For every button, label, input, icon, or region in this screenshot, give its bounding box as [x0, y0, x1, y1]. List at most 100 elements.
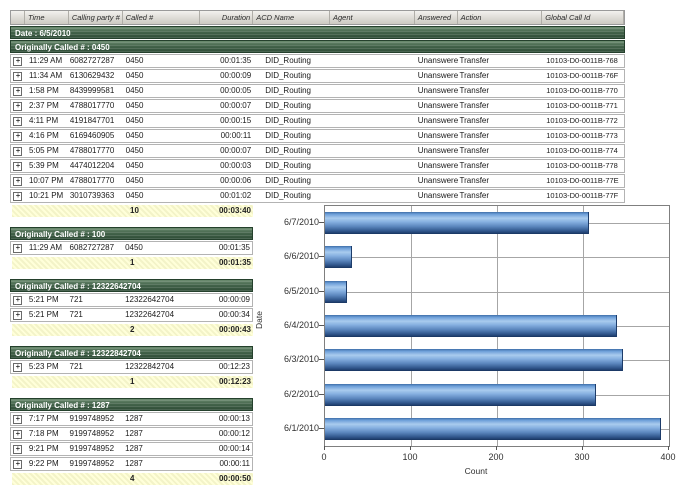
summary-total-duration: 00:00:50 [218, 474, 251, 483]
count-by-date-chart: Count Date 6/7/2010 6/6/2010 6/5/2010 6/4/2… [245, 200, 676, 485]
summary-row: 10 00:03:40 [12, 205, 253, 217]
expand-cell: + [11, 428, 25, 440]
expand-cell: + [11, 55, 25, 67]
column-header-agent: Agent [330, 11, 415, 24]
cell-agent [330, 130, 415, 142]
cell-agent [330, 115, 415, 127]
x-tick-label: 400 [660, 452, 676, 462]
expand-cell: + [11, 100, 25, 112]
expand-row-button[interactable]: + [13, 56, 23, 66]
summary-row: 2 00:00:43 [12, 324, 253, 336]
expand-row-button[interactable]: + [13, 362, 23, 372]
expand-row-button[interactable]: + [13, 295, 23, 305]
expand-cell: + [11, 443, 25, 455]
y-tick-label: 6/5/2010 [283, 285, 319, 296]
cell-agent [330, 55, 415, 67]
expand-cell: + [11, 190, 25, 202]
cell-action: Transfer [459, 116, 490, 125]
cell-action: Transfer [459, 86, 490, 95]
expand-row-button[interactable]: + [13, 191, 23, 201]
cell-acd-name: DID_Routing [265, 161, 312, 170]
call-report-table: Time Calling party # Called # Duration ACD N… [10, 10, 625, 485]
summary-row: 1 00:01:35 [12, 257, 253, 269]
cell-calling-party: 6082727287 [69, 243, 115, 252]
table-header-row: Time Calling party # Called # Duration ACD N… [10, 10, 625, 25]
cell-duration: 00:00:09 [218, 295, 250, 304]
cell-time: 4:11 PM [28, 116, 59, 125]
cell-time: 4:16 PM [28, 131, 59, 140]
expand-row-button[interactable]: + [13, 146, 23, 156]
summary-count: 2 [130, 325, 135, 334]
sub-group-section: Originally Called # : 100 +11:29 AM 608272… [10, 227, 253, 269]
cell-calling-party: 6082727287 [69, 56, 115, 65]
expand-row-button[interactable]: + [13, 116, 23, 126]
expand-row-button[interactable]: + [13, 71, 23, 81]
sub-group-section: Originally Called # : 12322642704 +5:21 P… [10, 279, 253, 336]
cell-agent [330, 100, 415, 112]
expand-cell: + [11, 294, 25, 306]
cell-time: 7:18 PM [28, 429, 59, 438]
summary-total-duration: 00:00:43 [218, 325, 251, 334]
originally-called-group-header: Originally Called # : 1287 [10, 398, 253, 411]
expand-row-button[interactable]: + [13, 414, 23, 424]
bar-6-7-2010 [325, 212, 590, 235]
cell-acd-name: DID_Routing [265, 86, 312, 95]
cell-time: 1:58 PM [28, 86, 59, 95]
cell-acd-name: DID_Routing [265, 56, 312, 65]
cell-acd-name: DID_Routing [265, 146, 312, 155]
cell-global-call-id: 10103-D0-0011B-771 [546, 101, 618, 110]
cell-called: 1287 [125, 459, 143, 468]
date-group-header: Date : 6/5/2010 [10, 26, 625, 39]
expand-row-button[interactable]: + [13, 243, 23, 253]
summary-count: 1 [130, 258, 135, 267]
cell-duration: 00:00:06 [220, 176, 252, 185]
cell-global-call-id: 10103-D0-0011B-774 [546, 146, 618, 155]
expand-row-button[interactable]: + [13, 161, 23, 171]
cell-acd-name: DID_Routing [265, 131, 312, 140]
originally-called-group-header: Originally Called # : 100 [10, 227, 253, 240]
cell-global-call-id: 10103-D0-0011B-77E [546, 176, 619, 185]
cell-agent [330, 85, 415, 97]
expand-cell: + [11, 242, 25, 254]
table-row: +7:17 PM 9199748952 1287 00:00:13 [10, 412, 253, 426]
cell-duration: 00:00:11 [219, 459, 250, 468]
cell-global-call-id: 10103-D0-0011B-773 [546, 131, 618, 140]
cell-called: 1287 [125, 444, 143, 453]
cell-duration: 00:00:09 [220, 71, 252, 80]
cell-calling-party: 3010739363 [69, 191, 115, 200]
cell-calling-party: 721 [69, 310, 83, 319]
expand-row-button[interactable]: + [13, 310, 23, 320]
cell-answered: Unanswered [417, 56, 458, 65]
table-row: +4:11 PM 4191847701 0450 00:00:15 DID_Routin… [10, 114, 625, 128]
cell-called: 0450 [125, 243, 143, 252]
cell-action: Transfer [459, 131, 490, 140]
cell-calling-party: 9199748952 [69, 414, 115, 423]
expand-cell: + [11, 145, 25, 157]
expand-row-button[interactable]: + [13, 429, 23, 439]
expand-row-button[interactable]: + [13, 101, 23, 111]
table-row: +11:29 AM 6082727287 0450 00:01:35 [10, 241, 253, 255]
cell-duration: 00:01:35 [220, 56, 252, 65]
table-row: +10:07 PM 4788017770 0450 00:00:06 DID_Routi… [10, 174, 625, 188]
cell-calling-party: 9199748952 [69, 459, 115, 468]
y-tick-mark [319, 427, 324, 429]
y-tick-label: 6/1/2010 [283, 422, 319, 433]
bar-6-1-2010 [325, 417, 662, 440]
cell-duration: 00:00:11 [220, 131, 252, 140]
column-header-time: Time [25, 11, 69, 24]
expand-row-button[interactable]: + [13, 459, 23, 469]
expand-row-button[interactable]: + [13, 86, 23, 96]
expand-row-button[interactable]: + [13, 176, 23, 186]
expand-row-button[interactable]: + [13, 131, 23, 141]
cell-called: 0450 [125, 56, 144, 65]
cell-time: 5:21 PM [28, 310, 59, 319]
cell-answered: Unanswered [417, 191, 458, 200]
cell-time: 5:05 PM [28, 146, 59, 155]
x-tick-label: 200 [488, 452, 504, 462]
table-row: +11:34 AM 6130629432 0450 00:00:09 DID_Routi… [10, 69, 625, 83]
cell-calling-party: 4191847701 [69, 116, 115, 125]
cell-called: 12322842704 [125, 362, 175, 371]
expand-row-button[interactable]: + [13, 444, 23, 454]
cell-duration: 00:00:15 [220, 116, 252, 125]
column-header-expand [11, 11, 25, 24]
